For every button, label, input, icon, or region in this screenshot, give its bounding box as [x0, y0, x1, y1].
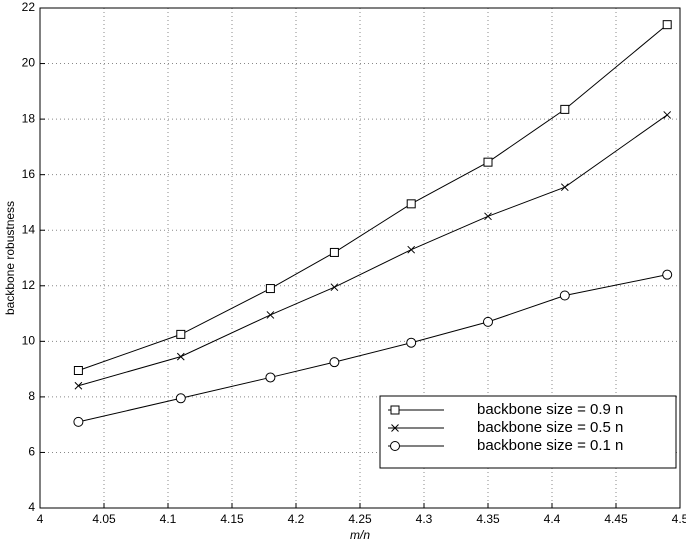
- x-tick-label: 4.25: [348, 512, 372, 526]
- marker: [559, 290, 570, 301]
- legend-label: backbone size = 0.9 n: [477, 401, 623, 418]
- y-tick-label: 6: [28, 445, 35, 459]
- y-tick-label: 12: [22, 278, 36, 292]
- y-tick-label: 22: [22, 0, 36, 14]
- x-tick-label: 4: [37, 512, 44, 526]
- marker: [265, 372, 276, 383]
- marker: [406, 199, 416, 209]
- marker: [391, 424, 399, 432]
- marker: [390, 405, 400, 415]
- marker: [483, 157, 493, 167]
- y-tick-label: 16: [22, 167, 36, 181]
- marker: [329, 247, 339, 257]
- marker: [266, 311, 275, 319]
- y-tick-label: 4: [28, 500, 35, 514]
- marker: [483, 316, 493, 327]
- marker: [484, 212, 492, 221]
- marker: [175, 393, 186, 404]
- series-line: [78, 24, 668, 371]
- marker: [662, 20, 672, 30]
- marker: [73, 416, 84, 427]
- x-axis-label: m/n: [350, 528, 370, 542]
- x-tick-label: 4.35: [476, 512, 500, 526]
- marker: [265, 284, 275, 294]
- legend-label: backbone size = 0.1 n: [477, 437, 623, 454]
- x-tick-label: 4.2: [288, 512, 305, 526]
- series-line: [78, 274, 668, 423]
- marker: [663, 111, 672, 119]
- marker: [662, 269, 673, 280]
- legend-label: backbone size = 0.5 n: [477, 419, 623, 436]
- x-tick-label: 4.3: [416, 512, 433, 526]
- series-line: [78, 114, 668, 387]
- y-tick-label: 8: [28, 389, 35, 403]
- x-tick-label: 4.5: [672, 512, 686, 526]
- x-tick-label: 4.05: [92, 512, 116, 526]
- marker: [406, 337, 417, 348]
- marker: [407, 245, 416, 254]
- marker: [74, 381, 83, 390]
- y-axis-label: backbone robustness: [3, 201, 17, 315]
- marker: [560, 104, 570, 114]
- marker: [176, 352, 185, 361]
- y-tick-label: 18: [22, 111, 36, 125]
- marker: [390, 441, 400, 451]
- y-tick-label: 10: [22, 334, 36, 348]
- legend-box: [379, 395, 677, 469]
- x-tick-label: 4.1: [160, 512, 177, 526]
- x-tick-label: 4.4: [544, 512, 561, 526]
- x-tick-label: 4.45: [604, 512, 628, 526]
- marker: [329, 357, 340, 368]
- marker: [560, 183, 569, 192]
- marker: [176, 329, 186, 339]
- x-tick-label: 4.15: [220, 512, 244, 526]
- y-tick-label: 14: [22, 222, 36, 236]
- marker: [73, 366, 83, 375]
- plot-frame: [39, 7, 681, 509]
- y-tick-label: 20: [22, 56, 36, 70]
- marker: [330, 283, 339, 292]
